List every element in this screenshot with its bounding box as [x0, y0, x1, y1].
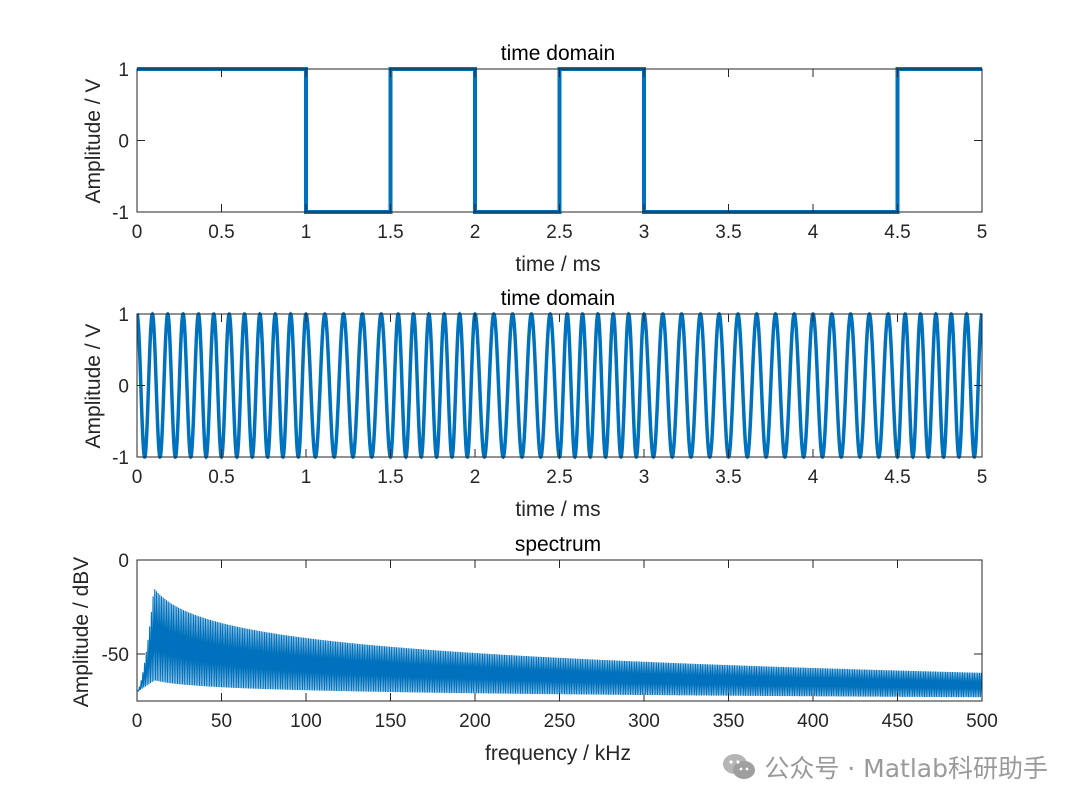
y-tick-label: 0 — [118, 551, 129, 572]
x-tick-label: 4.5 — [884, 222, 910, 243]
x-tick-label: 100 — [290, 711, 322, 732]
plot-area-1: 0 0.5 1 1.5 2 2.5 3 3.5 4 4.5 5-101 — [112, 60, 987, 243]
series-line-2 — [137, 311, 982, 460]
x-axis-label-2: time / ms — [515, 498, 600, 521]
x-tick-label: 2.5 — [546, 222, 572, 243]
chart-title-3: spectrum — [515, 533, 601, 556]
wechat-icon — [723, 754, 756, 779]
x-tick-label: 350 — [713, 711, 745, 732]
x-tick-label: 0.5 — [208, 467, 234, 488]
x-tick-label: 0 — [132, 222, 143, 243]
subplot-square-wave: 0 0.5 1 1.5 2 2.5 3 3.5 4 4.5 5-101 time domain ti… — [82, 42, 987, 276]
chart-title-1: time domain — [501, 42, 615, 65]
y-axis-label-1: Amplitude / V — [82, 79, 105, 204]
subplot-fm-signal: 0 0.5 1 1.5 2 2.5 3 3.5 4 4.5 5-101 time domain ti… — [82, 287, 987, 521]
x-tick-label: 200 — [459, 711, 491, 732]
x-tick-label: 0.5 — [208, 222, 234, 243]
watermark-text: 公众号 · Matlab科研助手 — [764, 754, 1048, 783]
x-tick-label: 1 — [301, 222, 312, 243]
y-axis-label-3: Amplitude / dBV — [70, 557, 93, 708]
subplot-spectrum: 0 50 100 150 200 250 300 350 400 450 500 -50 0 spect… — [70, 533, 998, 765]
y-tick-label: 0 — [118, 377, 129, 398]
x-tick-label: 1.5 — [377, 222, 403, 243]
x-tick-label: 150 — [375, 711, 407, 732]
plot-area-2: 0 0.5 1 1.5 2 2.5 3 3.5 4 4.5 5-101 — [112, 305, 987, 488]
x-tick-label: 3.5 — [715, 467, 741, 488]
x-tick-label: 2 — [470, 467, 481, 488]
y-tick-label: 1 — [118, 60, 129, 81]
x-tick-label: 300 — [628, 711, 660, 732]
x-tick-label: 400 — [797, 711, 829, 732]
x-tick-label: 0 — [132, 711, 143, 732]
x-tick-label: 450 — [882, 711, 914, 732]
x-tick-label: 3 — [639, 222, 650, 243]
x-tick-label: 50 — [211, 711, 232, 732]
x-tick-label: 5 — [977, 222, 988, 243]
y-tick-label: -1 — [112, 448, 129, 469]
x-tick-label: 3 — [639, 467, 650, 488]
x-axis-label-3: frequency / kHz — [485, 742, 631, 765]
y-tick-label: 1 — [118, 305, 129, 326]
series-line-1 — [137, 67, 982, 214]
x-tick-label: 3.5 — [715, 222, 741, 243]
chart-title-2: time domain — [501, 287, 615, 310]
y-tick-label: -1 — [112, 203, 129, 224]
x-tick-label: 4.5 — [884, 467, 910, 488]
y-tick-label: 0 — [118, 132, 129, 153]
x-axis-label-1: time / ms — [515, 253, 600, 276]
x-tick-label: 1 — [301, 467, 312, 488]
watermark: 公众号 · Matlab科研助手 — [722, 749, 1048, 785]
x-tick-label: 4 — [808, 222, 819, 243]
x-tick-label: 250 — [544, 711, 576, 732]
x-tick-label: 2 — [470, 222, 481, 243]
plot-area-3: 0 50 100 150 200 250 300 350 400 450 500 -50 0 — [102, 551, 998, 732]
x-tick-label: 0 — [132, 467, 143, 488]
x-tick-label: 5 — [977, 467, 988, 488]
x-tick-label: 2.5 — [546, 467, 572, 488]
y-axis-label-2: Amplitude / V — [82, 324, 105, 449]
x-tick-label: 1.5 — [377, 467, 403, 488]
series-line-3 — [137, 589, 982, 698]
y-tick-label: -50 — [102, 645, 129, 666]
x-tick-label: 4 — [808, 467, 819, 488]
x-tick-label: 500 — [966, 711, 998, 732]
